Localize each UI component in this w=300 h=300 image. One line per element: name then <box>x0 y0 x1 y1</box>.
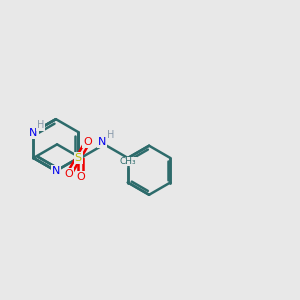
Text: O: O <box>83 137 92 147</box>
Text: N: N <box>98 137 106 147</box>
Text: N: N <box>29 128 38 138</box>
Text: CH₃: CH₃ <box>119 157 136 166</box>
Text: S: S <box>75 153 82 163</box>
Text: O: O <box>64 169 74 179</box>
Text: N: N <box>52 166 60 176</box>
Text: O: O <box>76 172 85 182</box>
Text: H: H <box>37 120 44 130</box>
Text: H: H <box>107 130 114 140</box>
